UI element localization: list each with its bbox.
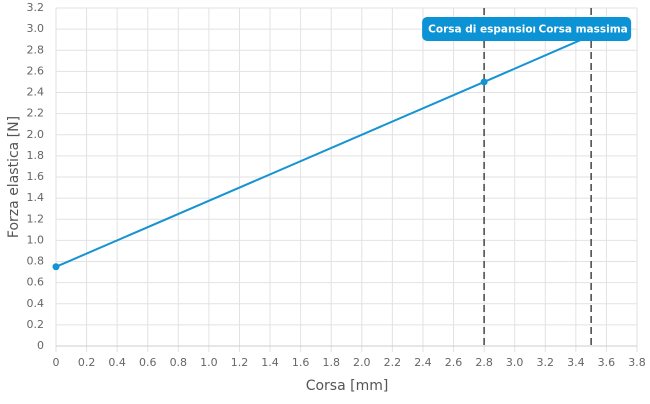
x-tick-label: 0.8 <box>170 356 188 369</box>
x-tick-label: 1.0 <box>200 356 218 369</box>
y-tick-label: 0.2 <box>27 318 45 331</box>
annotation-label: Corsa di espansion <box>422 17 547 41</box>
y-tick-label: 3.0 <box>27 22 45 35</box>
x-tick-label: 1.6 <box>292 356 310 369</box>
point <box>480 78 488 86</box>
x-tick-label: 3.0 <box>506 356 524 369</box>
x-tick-label: 3.6 <box>598 356 616 369</box>
y-tick-label: 2.4 <box>27 86 45 99</box>
x-tick-label: 0.2 <box>78 356 96 369</box>
x-tick-label: 3.2 <box>537 356 555 369</box>
y-tick-label: 1.8 <box>27 149 45 162</box>
annotation-box <box>535 17 632 41</box>
y-tick-label: 0.4 <box>27 297 45 310</box>
x-tick-label: 0.6 <box>139 356 157 369</box>
annotation-text: Corsa di espansion <box>428 24 540 36</box>
x-axis-label: Corsa [mm] <box>306 378 389 394</box>
y-tick-label: 2.0 <box>27 128 45 141</box>
y-tick-label: 2.6 <box>27 64 45 77</box>
annotation-text: Corsa massima <box>539 24 628 36</box>
annotation-box <box>422 17 547 41</box>
x-tick-label: 2.0 <box>353 356 371 369</box>
y-tick-label: 1.0 <box>27 233 45 246</box>
y-tick-label: 0.6 <box>27 276 45 289</box>
y-tick-label: 3.2 <box>27 1 45 14</box>
y-tick-label: 1.6 <box>27 170 45 183</box>
annotation-label: Corsa massima <box>535 17 632 41</box>
y-tick-label: 2.2 <box>27 107 45 120</box>
x-tick-label: 1.4 <box>261 356 279 369</box>
x-tick-label: 1.2 <box>231 356 249 369</box>
y-tick-label: 1.2 <box>27 212 45 225</box>
y-tick-label: 0 <box>37 339 44 352</box>
x-tick-label: 3.8 <box>628 356 646 369</box>
x-tick-label: 3.4 <box>567 356 585 369</box>
y-tick-label: 2.8 <box>27 43 45 56</box>
series-line <box>55 34 592 268</box>
x-tick-label: 1.8 <box>322 356 340 369</box>
x-tick-label: 2.6 <box>445 356 463 369</box>
x-tick-label: 2.4 <box>414 356 432 369</box>
y-tick-label: 1.4 <box>27 191 45 204</box>
y-axis-label: Forza elastica [N] <box>6 116 22 238</box>
x-tick-label: 0.4 <box>108 356 126 369</box>
y-tick-label: 0.8 <box>27 255 45 268</box>
x-tick-label: 0 <box>53 356 60 369</box>
x-tick-label: 2.8 <box>475 356 493 369</box>
point <box>52 263 60 271</box>
x-tick-label: 2.2 <box>384 356 402 369</box>
